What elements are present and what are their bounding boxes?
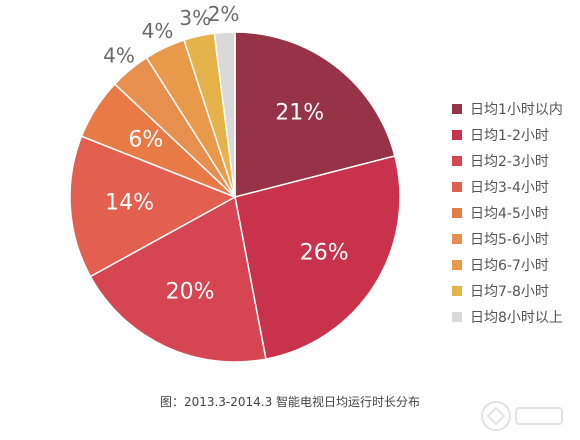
legend-item-4: 日均3-4小时: [452, 174, 563, 200]
legend-swatch: [452, 182, 462, 192]
legend-item-1: 日均1小时以内: [452, 96, 563, 122]
data-label-8: 3%: [179, 6, 211, 30]
legend-swatch: [452, 156, 462, 166]
legend-swatch: [452, 312, 462, 322]
legend-item-6: 日均5-6小时: [452, 226, 563, 252]
legend-item-3: 日均2-3小时: [452, 148, 563, 174]
legend-swatch: [452, 208, 462, 218]
legend-label: 日均1-2小时: [470, 128, 549, 144]
legend-item-8: 日均7-8小时: [452, 278, 563, 304]
legend-swatch: [452, 286, 462, 296]
legend-label: 日均2-3小时: [470, 154, 549, 170]
pie-slice-2: [234, 155, 401, 360]
data-label-6: 4%: [103, 43, 135, 67]
legend-label: 日均8小时以上: [470, 310, 563, 326]
legend-item-5: 日均4-5小时: [452, 200, 563, 226]
data-label-5: 6%: [128, 127, 163, 152]
data-label-3: 20%: [166, 280, 215, 305]
legend-swatch: [452, 104, 462, 114]
legend-label: 日均4-5小时: [470, 206, 549, 222]
legend-label: 日均5-6小时: [470, 232, 549, 248]
legend-item-2: 日均1-2小时: [452, 122, 563, 148]
legend-label: 日均1小时以内: [470, 102, 563, 118]
legend-item-9: 日均8小时以上: [452, 304, 563, 330]
chart-caption: 图：2013.3-2014.3 智能电视日均运行时长分布: [159, 395, 421, 409]
pie-slice-3: [89, 195, 267, 363]
legend: 日均1小时以内 日均1-2小时 日均2-3小时 日均3-4小时 日均4-5小时 日均5-6…: [452, 96, 563, 330]
watermark-logo-icon: [481, 401, 563, 431]
legend-item-7: 日均6-7小时: [452, 252, 563, 278]
legend-swatch: [452, 130, 462, 140]
legend-label: 日均7-8小时: [470, 284, 549, 300]
legend-swatch: [452, 234, 462, 244]
data-label-1: 21%: [275, 101, 324, 126]
data-label-2: 26%: [300, 241, 349, 266]
legend-label: 日均3-4小时: [470, 180, 549, 196]
legend-swatch: [452, 260, 462, 270]
data-label-7: 4%: [142, 19, 174, 43]
pie-slice-9: [213, 31, 236, 198]
pie-slice-4: [69, 135, 237, 278]
pie-slice-1: [234, 31, 396, 198]
data-label-4: 14%: [105, 191, 154, 216]
data-label-9: 2%: [208, 2, 240, 26]
legend-label: 日均6-7小时: [470, 258, 549, 274]
